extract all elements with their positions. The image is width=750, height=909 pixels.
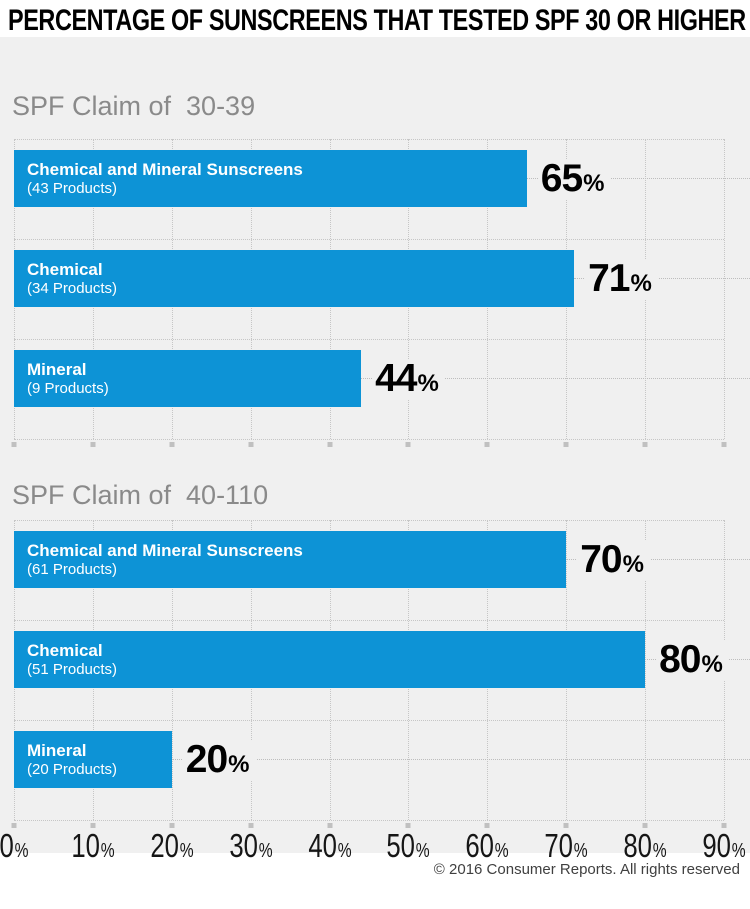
bar-sublabel: (61 Products)	[27, 561, 118, 578]
bar: Chemical (51 Products)	[14, 631, 646, 688]
chart-spf-40-110: Chemical and Mineral Sunscreens (61 Prod…	[11, 520, 750, 828]
chart-title: PERCENTAGE OF SUNSCREENS THAT TESTED SPF…	[8, 4, 746, 37]
bar-label: Chemical	[27, 260, 103, 279]
tick-dot	[721, 823, 727, 828]
leader-line	[574, 278, 750, 279]
percent-sign: %	[495, 840, 509, 862]
bar-row: Chemical and Mineral Sunscreens (43 Prod…	[14, 139, 750, 239]
leader-line	[171, 759, 750, 760]
percent-sign: %	[258, 840, 273, 862]
percent-sign: %	[583, 169, 605, 197]
bar-sublabel: (34 Products)	[27, 280, 118, 297]
leader-line	[361, 378, 750, 379]
gridline	[645, 520, 647, 820]
bar: Chemical and Mineral Sunscreens (61 Prod…	[14, 531, 567, 588]
copyright-text: © 2016 Consumer Reports. All rights rese…	[433, 861, 740, 878]
percent-sign: %	[337, 840, 352, 862]
percent-sign: %	[573, 840, 588, 862]
tick-dot	[90, 823, 96, 828]
axis-tick-label: 60%	[465, 827, 509, 864]
bar-row: Chemical (34 Products) 71%	[14, 239, 750, 339]
section-title-spf-40-110: SPF Claim of 40-110	[12, 480, 269, 510]
value-label: 71%	[574, 250, 658, 307]
tick-dot	[11, 442, 17, 447]
tick-dot	[484, 823, 490, 828]
bar-row: Chemical (51 Products) 80%	[14, 620, 750, 720]
value-number: 44	[375, 356, 417, 400]
tick-dot	[169, 442, 175, 447]
bar-label: Mineral	[27, 360, 87, 379]
bar-sublabel: (9 Products)	[27, 380, 109, 397]
section-title-spf-30-39: SPF Claim of 30-39	[12, 91, 256, 121]
bar-sublabel: (20 Products)	[27, 761, 118, 778]
percent-sign: %	[416, 840, 431, 862]
axis-tick-label: 0%	[0, 827, 29, 864]
value-label: 65%	[527, 150, 611, 207]
percent-sign: %	[228, 750, 250, 778]
tick-dot	[563, 823, 569, 828]
axis-tick-label: 90%	[702, 827, 746, 864]
bar-label: Chemical and Mineral Sunscreens	[27, 541, 303, 560]
bar-sublabel: (51 Products)	[27, 661, 118, 678]
tick-dot	[642, 823, 648, 828]
value-number: 70	[580, 537, 622, 581]
value-label: 20%	[172, 731, 256, 788]
axis-tick-label: 10%	[71, 827, 115, 864]
tick-dot	[11, 823, 17, 828]
axis-tick-label: 50%	[386, 827, 431, 864]
gridline	[724, 139, 725, 439]
bar-label: Mineral	[27, 741, 87, 760]
value-label: 44%	[361, 350, 445, 407]
leader-line	[566, 559, 750, 560]
tick-dot	[642, 442, 648, 447]
bar-label: Chemical	[27, 641, 103, 660]
axis-tick-label: 20%	[150, 827, 194, 864]
percent-sign: %	[630, 269, 652, 297]
tick-dot	[169, 823, 175, 828]
tick-dot	[405, 442, 411, 447]
value-label: 80%	[645, 631, 729, 688]
tick-dot	[563, 442, 569, 447]
tick-dot	[721, 442, 727, 447]
bar: Chemical (34 Products)	[14, 250, 575, 307]
axis-tick-label: 30%	[229, 827, 273, 864]
percent-sign: %	[622, 550, 644, 578]
bar: Mineral (9 Products)	[14, 350, 362, 407]
bar-row: Mineral (20 Products) 20%	[14, 720, 750, 820]
chart-spf-30-39: Chemical and Mineral Sunscreens (43 Prod…	[11, 139, 750, 447]
x-axis: 0% 10% 20% 30% 40% 50% 60% 70% 80% 90%	[0, 827, 746, 869]
bar-sublabel: (43 Products)	[27, 180, 118, 197]
chart-panel: SPF Claim of 30-39 Chemical and Mineral …	[0, 37, 750, 864]
bar-label: Chemical and Mineral Sunscreens	[27, 160, 303, 179]
value-number: 80	[659, 637, 701, 681]
percent-sign: %	[100, 840, 115, 862]
tick-dot	[248, 823, 254, 828]
axis-tick-label: 80%	[623, 827, 667, 864]
axis-tick-dots	[11, 820, 727, 830]
bar: Chemical and Mineral Sunscreens (43 Prod…	[14, 150, 527, 207]
tick-dot	[248, 442, 254, 447]
bar-row: Mineral (9 Products) 44%	[14, 339, 750, 439]
percent-sign: %	[417, 369, 439, 397]
value-number: 71	[588, 256, 630, 300]
tick-dot	[327, 823, 333, 828]
tick-dot	[405, 823, 411, 828]
percent-sign: %	[14, 840, 29, 862]
percent-sign: %	[731, 840, 746, 862]
value-number: 65	[540, 156, 583, 200]
tick-dot	[90, 442, 96, 447]
percent-sign: %	[652, 840, 667, 862]
axis-tick-label: 70%	[544, 827, 588, 864]
tick-dot	[484, 442, 490, 447]
leader-line	[526, 178, 750, 179]
bar: Mineral (20 Products)	[14, 731, 172, 788]
value-label: 70%	[566, 531, 650, 588]
axis-tick-dots	[11, 439, 727, 449]
value-number: 20	[185, 737, 228, 781]
percent-sign: %	[701, 650, 723, 678]
axis-tick-label: 40%	[307, 827, 352, 864]
percent-sign: %	[179, 840, 194, 862]
tick-dot	[327, 442, 333, 447]
bar-row: Chemical and Mineral Sunscreens (61 Prod…	[14, 520, 750, 620]
